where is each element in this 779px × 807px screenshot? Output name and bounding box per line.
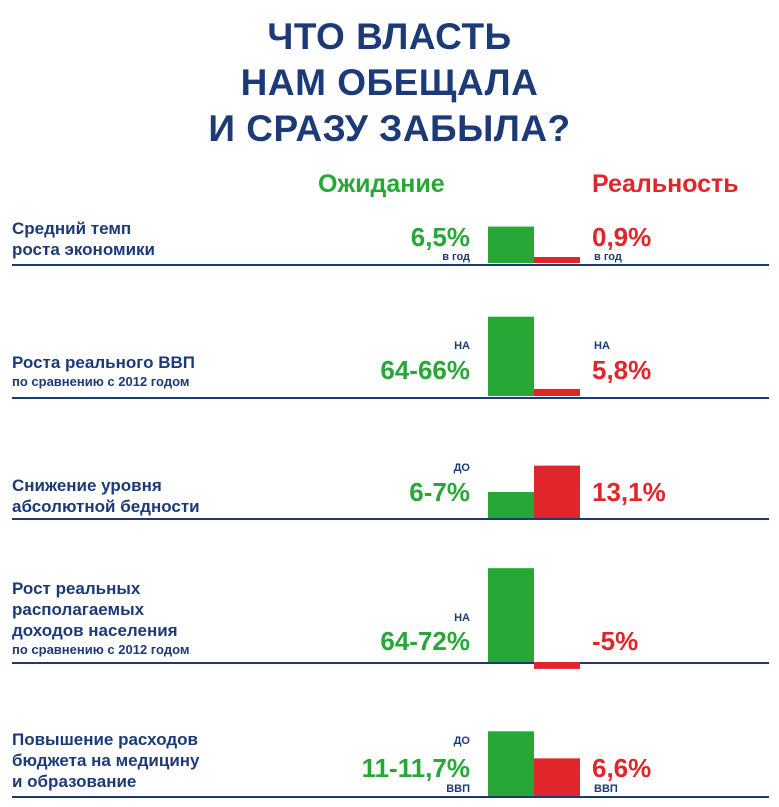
row-1-reality-unit: в год (594, 251, 622, 263)
row-4-expectation-prefix: НА (454, 612, 470, 624)
row-5-reality-unit: ВВП (594, 783, 618, 795)
row-4-label-line-3: доходов населения (12, 621, 178, 640)
row-5-divider (12, 796, 769, 798)
row-5-expectation-value: 11-11,7% (361, 753, 470, 783)
expectation-bar-2 (488, 316, 534, 396)
row-4-label-line-1: Рост реальных (12, 579, 141, 598)
row-3-label: Снижение уровня абсолютной бедности (12, 475, 200, 517)
title-line-3: И СРАЗУ ЗАБЫЛА? (208, 108, 571, 149)
row-4-reality-value: -5% (592, 626, 639, 656)
reality-bar-2 (534, 388, 580, 396)
row-1-label-line-1: Средний темп (12, 219, 132, 238)
row-5-label-line-1: Повышение расходов (12, 730, 198, 749)
row-5-label-line-3: и образование (12, 772, 137, 791)
row-4-label-sub: по сравнению с 2012 годом (12, 642, 190, 657)
row-1-expectation-value: 6,5% (410, 222, 470, 252)
row-5-reality-value: 6,6% (592, 753, 652, 783)
row-4-expectation-value: 64-72% (380, 626, 470, 656)
expectation-bar-1 (488, 226, 534, 263)
row-3-reality-value: 13,1% (592, 477, 666, 507)
row-3-expectation-prefix: ДО (453, 462, 470, 474)
expectation-bar-4 (488, 568, 534, 662)
row-5-label: Повышение расходов бюджета на медицину и… (12, 729, 200, 792)
row-2-reality-prefix: НА (594, 340, 610, 352)
row-2-label-line-1: Роста реального ВВП (12, 353, 195, 372)
reality-column-header: Реальность (592, 170, 739, 198)
row-5-expectation-prefix: ДО (453, 735, 470, 747)
row-1-reality-value: 0,9% (592, 222, 652, 252)
reality-bar-5 (534, 758, 580, 796)
row-3-label-line-2: абсолютной бедности (12, 497, 200, 516)
row-2-expectation-value: 64-66% (380, 355, 470, 385)
title-line-1: ЧТО ВЛАСТЬ (267, 16, 512, 57)
row-2-reality-value: 5,8% (592, 355, 652, 385)
row-3-divider (12, 518, 769, 520)
row-1-divider (12, 264, 769, 266)
row-3-expectation-value: 6-7% (409, 477, 470, 507)
row-2-divider (12, 397, 769, 399)
expectation-bar-5 (488, 731, 534, 796)
row-3-label-line-1: Снижение уровня (12, 476, 162, 495)
reality-bar-4 (534, 662, 580, 669)
expectation-column-header: Ожидание (318, 170, 445, 198)
row-5-expectation-unit: ВВП (446, 783, 470, 795)
row-4-label-line-2: располагаемых (12, 600, 145, 619)
row-2-expectation-prefix: НА (454, 340, 470, 352)
reality-bar-3 (534, 465, 580, 518)
row-1-label-line-2: роста экономики (12, 240, 155, 259)
row-2-label-sub: по сравнению с 2012 годом (12, 374, 190, 389)
row-2-label: Роста реального ВВП по сравнению с 2012 … (12, 352, 195, 391)
row-5-label-line-2: бюджета на медицину (12, 751, 200, 770)
page-title: ЧТО ВЛАСТЬ НАМ ОБЕЩАЛА И СРАЗУ ЗАБЫЛА? (0, 14, 779, 152)
title-line-2: НАМ ОБЕЩАЛА (240, 62, 539, 103)
reality-bar-1 (534, 257, 580, 263)
row-4-divider (12, 662, 769, 664)
row-1-expectation-unit: в год (442, 251, 470, 263)
row-1-label: Средний темп роста экономики (12, 218, 155, 260)
expectation-bar-3 (488, 492, 534, 518)
row-4-label: Рост реальных располагаемых доходов насе… (12, 578, 189, 659)
